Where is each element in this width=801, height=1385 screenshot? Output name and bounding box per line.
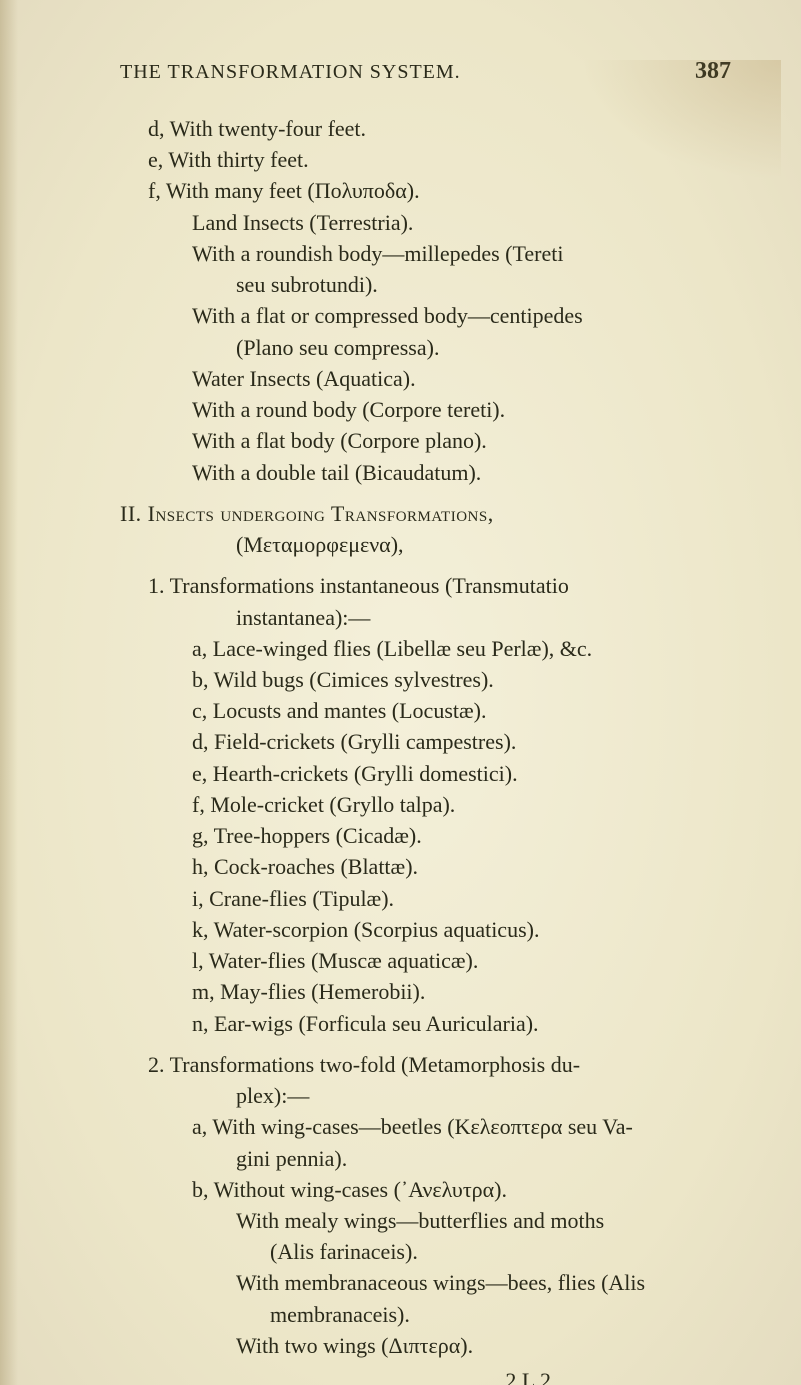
page-stain-left [0, 0, 18, 1385]
sub2-a2: gini pennia). [120, 1143, 731, 1174]
header-title: THE TRANSFORMATION SYSTEM. [120, 61, 461, 84]
item-1b: instantanea):— [120, 602, 731, 633]
line-double-tail: With a double tail (Bicaudatum). [120, 457, 731, 488]
sub2-b-mealy-2: (Alis farinaceis). [120, 1236, 731, 1267]
sub-i: i, Crane-flies (Tipulæ). [120, 883, 731, 914]
line-land: Land Insects (Terrestria). [120, 207, 731, 238]
sub-e: e, Hearth-crickets (Grylli domestici). [120, 758, 731, 789]
sub2-b: b, Without wing-cases (᾽Ανελυτρα). [120, 1174, 731, 1205]
body-text: d, With twenty-four feet. e, With thirty… [120, 113, 731, 1385]
sub-k: k, Water-scorpion (Scorpius aquaticus). [120, 914, 731, 945]
gap [120, 488, 731, 498]
item-2b: plex):— [120, 1080, 731, 1111]
line-roundish-2: seu subrotundi). [120, 269, 731, 300]
section-ii-heading: II. Insects undergoing Transformations, [120, 498, 731, 529]
line-round-body: With a round body (Corpore tereti). [120, 394, 731, 425]
section-ii-greek: (Μεταμορφεμενα), [120, 529, 731, 560]
line-flat-2: (Plano seu compressa). [120, 332, 731, 363]
sub2-b-mealy-1: With mealy wings—butterflies and moths [120, 1205, 731, 1236]
line-d: d, With twenty-four feet. [120, 113, 731, 144]
running-header: THE TRANSFORMATION SYSTEM. 387 [120, 58, 731, 85]
sub2-a1: a, With wing-cases—beetles (Κελεοπτερα s… [120, 1111, 731, 1142]
sub-a: a, Lace-winged flies (Libellæ seu Perlæ)… [120, 633, 731, 664]
line-flat-body: With a flat body (Corpore plano). [120, 425, 731, 456]
line-e: e, With thirty feet. [120, 144, 731, 175]
sub2-b-two: With two wings (Διπτερα). [120, 1330, 731, 1361]
sub-f: f, Mole-cricket (Gryllo talpa). [120, 789, 731, 820]
sub-d: d, Field-crickets (Grylli campestres). [120, 726, 731, 757]
gap [120, 560, 731, 570]
sub-b: b, Wild bugs (Cimices sylvestres). [120, 664, 731, 695]
sub-m: m, May-flies (Hemerobii). [120, 976, 731, 1007]
page-number: 387 [695, 58, 731, 85]
item-2a: 2. Transformations two-fold (Metamorphos… [120, 1049, 731, 1080]
section-ii-text: II. Insects undergoing Transformations, [120, 501, 494, 526]
line-f: f, With many feet (Πολυποδα). [120, 175, 731, 206]
sub-h: h, Cock-roaches (Blattæ). [120, 851, 731, 882]
page: THE TRANSFORMATION SYSTEM. 387 d, With t… [0, 0, 801, 1385]
sub-c: c, Locusts and mantes (Locustæ). [120, 695, 731, 726]
sub2-b-memb-1: With membranaceous wings—bees, flies (Al… [120, 1267, 731, 1298]
line-water: Water Insects (Aquatica). [120, 363, 731, 394]
line-flat-1: With a flat or compressed body—centipede… [120, 300, 731, 331]
signature-mark: 2 L 2 [120, 1365, 731, 1385]
sub2-b-memb-2: membranaceis). [120, 1299, 731, 1330]
gap [120, 1039, 731, 1049]
sub-g: g, Tree-hoppers (Cicadæ). [120, 820, 731, 851]
sub-l: l, Water-flies (Muscæ aquaticæ). [120, 945, 731, 976]
sub-n: n, Ear-wigs (Forficula seu Auricularia). [120, 1008, 731, 1039]
item-1a: 1. Transformations instantaneous (Transm… [120, 570, 731, 601]
line-roundish-1: With a roundish body—millepedes (Tereti [120, 238, 731, 269]
